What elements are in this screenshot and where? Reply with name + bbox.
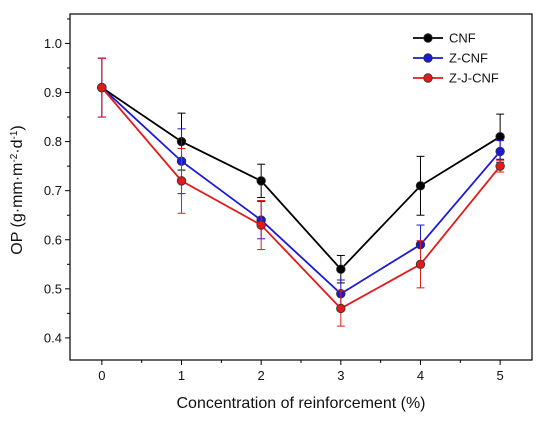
series-group — [97, 57, 505, 327]
x-tick-label: 3 — [337, 368, 344, 383]
y-tick-label: 0.7 — [44, 183, 62, 198]
legend-swatch-marker — [423, 53, 433, 63]
y-tick-label: 0.4 — [44, 330, 62, 345]
x-tick-label: 1 — [178, 368, 185, 383]
plot-frame — [69, 13, 533, 361]
legend-label: Z-CNF — [449, 51, 488, 66]
x-axis-title: Concentration of reinforcement (%) — [177, 395, 426, 412]
y-tick-label: 0.5 — [44, 281, 62, 296]
legend: CNF Z-CNF Z-J-CNF — [413, 31, 499, 86]
y-axis-title: OP (g·mm·m-2·d-1) — [9, 125, 27, 255]
series-line — [101, 86, 501, 271]
legend-swatch-marker — [423, 33, 433, 43]
y-axis-title-exp2: -1 — [9, 130, 20, 139]
data-point — [495, 131, 505, 142]
data-point — [256, 220, 266, 230]
plot-area-border — [69, 13, 533, 361]
legend-label: Z-J-CNF — [449, 71, 499, 86]
series-z-j-cnf — [97, 57, 505, 327]
legend-item: Z-J-CNF — [413, 71, 499, 86]
series-cnf — [97, 57, 505, 284]
data-point — [415, 181, 426, 191]
y-axis-title-end: ) — [9, 125, 26, 130]
data-point — [336, 303, 346, 314]
data-point — [415, 259, 426, 269]
legend-swatch-marker — [423, 73, 433, 83]
axis-ticks: 0 1 2 3 4 5 0.4 0.5 0.6 0.7 0.8 0.9 1.0 — [44, 18, 504, 383]
y-axis-title-mid: ·d — [9, 139, 26, 153]
data-point — [97, 82, 107, 93]
data-point — [336, 264, 346, 274]
x-tick-label: 5 — [497, 368, 504, 383]
series-line — [101, 86, 501, 295]
x-tick-label: 0 — [98, 368, 105, 383]
y-tick-label: 1.0 — [44, 36, 62, 51]
data-point — [495, 146, 505, 157]
data-point — [176, 176, 187, 186]
y-axis-title-base: OP (g·mm·m — [9, 163, 26, 255]
y-axis-title-exp1: -2 — [9, 153, 20, 162]
legend-label: CNF — [449, 31, 476, 46]
data-point — [256, 176, 266, 186]
y-tick-label: 0.6 — [44, 232, 62, 247]
x-tick-label: 4 — [417, 368, 424, 383]
series-z-cnf — [97, 57, 505, 308]
y-tick-label: 0.9 — [44, 85, 62, 100]
legend-item: CNF — [413, 31, 476, 46]
data-point — [495, 161, 505, 171]
y-tick-label: 0.8 — [44, 134, 62, 149]
series-line — [101, 87, 501, 310]
x-tick-label: 2 — [258, 368, 265, 383]
legend-item: Z-CNF — [413, 51, 488, 66]
